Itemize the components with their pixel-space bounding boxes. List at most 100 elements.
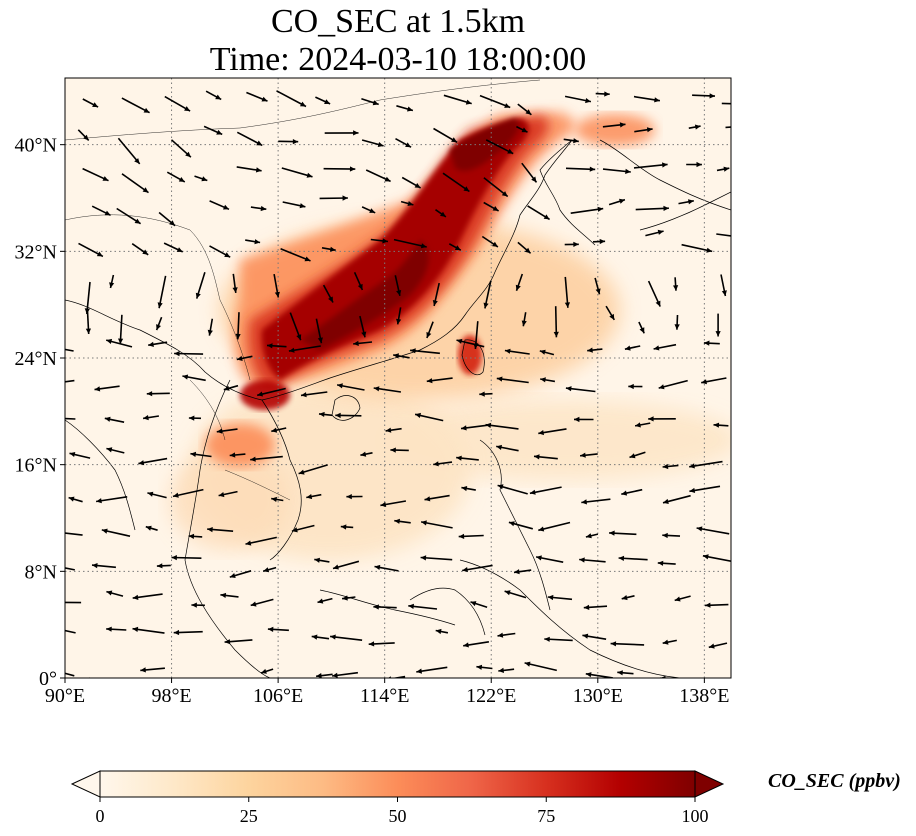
wind-vector-arrow bbox=[393, 353, 410, 359]
wind-vector-arrow bbox=[341, 595, 356, 601]
wind-vector-arrow bbox=[104, 416, 125, 423]
wind-vector-arrow bbox=[146, 391, 170, 397]
wind-vector-arrow bbox=[82, 98, 99, 108]
wind-vector-arrow bbox=[315, 96, 331, 105]
wind-vector-arrow bbox=[314, 557, 330, 563]
wind-vector-arrow bbox=[65, 417, 76, 420]
wind-vector-arrow bbox=[539, 349, 555, 356]
wind-vector-arrow bbox=[435, 628, 449, 635]
wind-vector-arrow bbox=[442, 172, 470, 193]
wind-vector-arrow bbox=[708, 642, 728, 649]
wind-vector-arrow bbox=[716, 233, 731, 237]
wind-vector-arrow bbox=[638, 321, 645, 334]
wind-vector-arrow bbox=[433, 127, 458, 143]
wind-vector-arrow bbox=[456, 338, 485, 348]
wind-vector-arrow bbox=[433, 461, 453, 467]
wind-vector-arrow bbox=[188, 533, 203, 539]
wind-vector-arrow bbox=[182, 374, 206, 382]
wind-vector-arrow bbox=[195, 272, 206, 299]
wind-vector-arrow bbox=[564, 241, 579, 247]
wind-vector-arrow bbox=[408, 603, 438, 610]
latitude-tick-labels: 0° 8°N 16°N 24°N 32°N 40°N bbox=[15, 135, 65, 690]
wind-vector-arrow bbox=[460, 424, 489, 431]
wind-vector-arrow bbox=[216, 428, 238, 434]
wind-vector-arrow bbox=[587, 347, 603, 353]
wind-vector-arrow bbox=[424, 494, 450, 502]
wind-vector-arrow bbox=[547, 594, 573, 601]
lat-tick-label: 8°N bbox=[25, 561, 57, 583]
wind-vector-arrow bbox=[535, 555, 564, 563]
wind-vector-arrow bbox=[647, 280, 661, 307]
map-title-line-1: CO_SEC at 1.5km bbox=[270, 3, 526, 40]
wind-vector-arrow bbox=[426, 377, 453, 384]
wind-vector-arrow bbox=[332, 560, 360, 570]
wind-vector-arrow bbox=[271, 496, 284, 502]
wind-vector-arrow bbox=[410, 348, 440, 355]
wind-vectors bbox=[65, 90, 731, 684]
wind-vector-arrow bbox=[145, 525, 158, 531]
wind-vector-arrow bbox=[164, 95, 191, 112]
wind-vector-arrow bbox=[476, 664, 493, 670]
wind-vector-arrow bbox=[374, 564, 399, 572]
wind-vector-arrow bbox=[190, 451, 212, 458]
wind-vector-arrow bbox=[544, 636, 573, 642]
wind-vector-arrow bbox=[281, 167, 313, 178]
wind-vector-arrow bbox=[527, 205, 551, 221]
wind-vector-arrow bbox=[353, 340, 373, 346]
wind-vector-arrow bbox=[121, 97, 150, 114]
wind-vector-arrow bbox=[106, 626, 127, 632]
wind-vector-arrow bbox=[132, 626, 165, 634]
wind-vector-arrow bbox=[662, 494, 691, 504]
wind-vector-arrow bbox=[359, 315, 367, 338]
wind-vector-arrow bbox=[330, 634, 363, 641]
wind-vector-arrow bbox=[521, 162, 538, 183]
wind-vector-arrow bbox=[645, 229, 664, 237]
wind-vector-arrow bbox=[463, 641, 490, 648]
wind-vector-arrow bbox=[485, 422, 519, 430]
wind-vector-arrow bbox=[157, 275, 167, 309]
lat-tick-label: 32°N bbox=[15, 241, 57, 263]
wind-vector-arrow bbox=[78, 242, 104, 258]
wind-vector-arrow bbox=[373, 604, 397, 610]
wind-vector-arrow bbox=[504, 590, 527, 599]
wind-vector-arrow bbox=[594, 277, 601, 295]
wind-vector-arrow bbox=[278, 139, 299, 145]
wind-vector-arrow bbox=[485, 139, 514, 155]
wind-vector-arrow bbox=[298, 464, 328, 475]
wind-vector-arrow bbox=[140, 667, 165, 673]
wind-vector-arrow bbox=[517, 103, 532, 116]
wind-vector-arrow bbox=[674, 595, 691, 602]
wind-vector-arrow bbox=[479, 94, 511, 109]
wind-vector-arrow bbox=[393, 238, 427, 249]
wind-vector-arrow bbox=[171, 555, 202, 561]
wind-vector-arrow bbox=[118, 314, 124, 345]
wind-vector-arrow bbox=[246, 91, 268, 102]
wind-vector-arrow bbox=[496, 444, 519, 452]
wind-vector-arrow bbox=[300, 391, 328, 398]
wind-vector-arrow bbox=[529, 486, 562, 495]
wind-vector-arrow bbox=[605, 305, 615, 321]
lon-tick-label: 130°E bbox=[573, 685, 623, 707]
wind-vector-arrow bbox=[432, 282, 440, 307]
wind-vector-arrow bbox=[77, 129, 90, 141]
wind-vector-arrow bbox=[396, 307, 402, 325]
wind-vector-arrow bbox=[624, 345, 641, 351]
wind-vector-arrow bbox=[174, 351, 204, 357]
wind-vector-arrow bbox=[335, 412, 362, 419]
lon-tick-label: 138°E bbox=[679, 685, 729, 707]
wind-vector-arrow bbox=[324, 130, 359, 136]
wind-vector-arrow bbox=[365, 169, 391, 183]
wind-vector-arrow bbox=[235, 312, 241, 340]
wind-vector-arrow bbox=[592, 238, 606, 245]
wind-vector-arrow bbox=[316, 673, 333, 678]
wind-vector-arrow bbox=[216, 679, 237, 684]
wind-vector-arrow bbox=[515, 273, 524, 291]
wind-vector-arrow bbox=[273, 273, 280, 298]
wind-vector-arrow bbox=[267, 626, 289, 632]
wind-vector-arrow bbox=[322, 284, 334, 303]
wind-vector-arrow bbox=[688, 124, 701, 130]
wind-vector-arrow bbox=[504, 348, 530, 355]
wind-vector-arrow bbox=[657, 560, 676, 566]
wind-vector-arrow bbox=[156, 563, 171, 569]
wind-vector-arrow bbox=[721, 102, 731, 105]
